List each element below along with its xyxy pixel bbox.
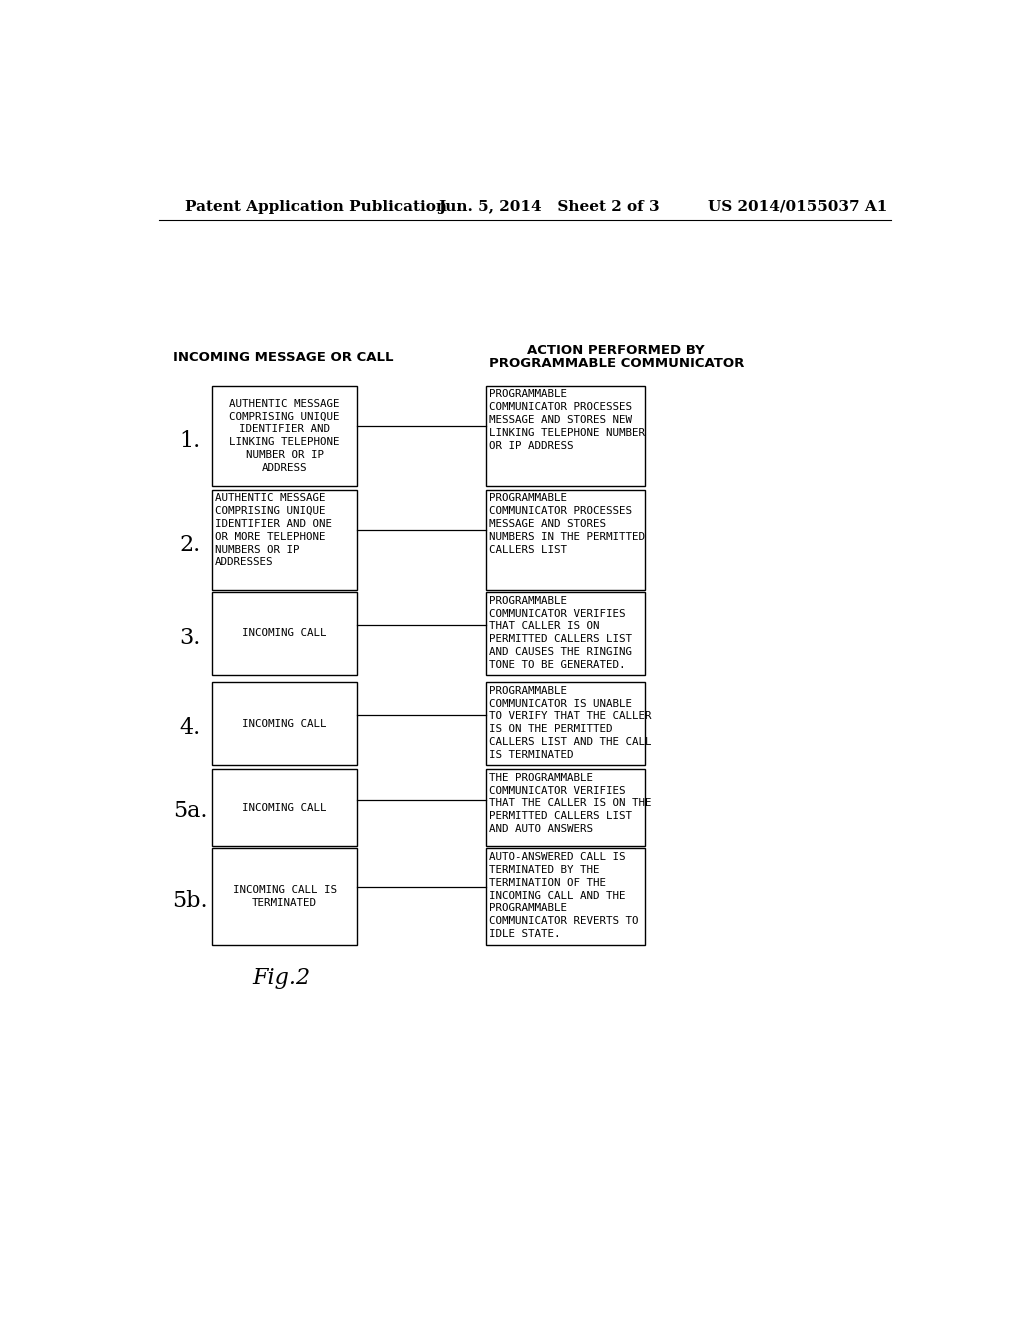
Text: PROGRAMMABLE COMMUNICATOR: PROGRAMMABLE COMMUNICATOR (488, 356, 744, 370)
Text: 1.: 1. (179, 429, 201, 451)
Text: US 2014/0155037 A1: US 2014/0155037 A1 (708, 199, 887, 214)
Text: 2.: 2. (179, 533, 201, 556)
Bar (486, 591, 645, 675)
Text: PROGRAMMABLE
COMMUNICATOR VERIFIES
THAT CALLER IS ON
PERMITTED CALLERS LIST
AND : PROGRAMMABLE COMMUNICATOR VERIFIES THAT … (489, 595, 632, 669)
Bar (486, 682, 645, 766)
Bar (486, 770, 645, 846)
Text: 5b.: 5b. (172, 890, 208, 912)
Text: ACTION PERFORMED BY: ACTION PERFORMED BY (527, 345, 706, 358)
Text: 4.: 4. (179, 717, 201, 739)
Bar (212, 490, 357, 590)
Text: PROGRAMMABLE
COMMUNICATOR PROCESSES
MESSAGE AND STORES
NUMBERS IN THE PERMITTED
: PROGRAMMABLE COMMUNICATOR PROCESSES MESS… (489, 494, 645, 554)
Text: PROGRAMMABLE
COMMUNICATOR PROCESSES
MESSAGE AND STORES NEW
LINKING TELEPHONE NUM: PROGRAMMABLE COMMUNICATOR PROCESSES MESS… (489, 389, 645, 450)
Text: AUTO-ANSWERED CALL IS
TERMINATED BY THE
TERMINATION OF THE
INCOMING CALL AND THE: AUTO-ANSWERED CALL IS TERMINATED BY THE … (489, 853, 639, 939)
Text: INCOMING CALL: INCOMING CALL (243, 803, 327, 813)
Bar (486, 849, 645, 945)
Text: AUTHENTIC MESSAGE
COMPRISING UNIQUE
IDENTIFIER AND ONE
OR MORE TELEPHONE
NUMBERS: AUTHENTIC MESSAGE COMPRISING UNIQUE IDEN… (215, 494, 332, 568)
Text: Fig.2: Fig.2 (252, 968, 310, 990)
Text: THE PROGRAMMABLE
COMMUNICATOR VERIFIES
THAT THE CALLER IS ON THE
PERMITTED CALLE: THE PROGRAMMABLE COMMUNICATOR VERIFIES T… (489, 774, 651, 834)
Text: PROGRAMMABLE
COMMUNICATOR IS UNABLE
TO VERIFY THAT THE CALLER
IS ON THE PERMITTE: PROGRAMMABLE COMMUNICATOR IS UNABLE TO V… (489, 686, 651, 760)
Text: INCOMING CALL: INCOMING CALL (243, 718, 327, 729)
Text: 5a.: 5a. (173, 800, 207, 822)
Text: INCOMING MESSAGE OR CALL: INCOMING MESSAGE OR CALL (173, 351, 393, 363)
Text: Patent Application Publication: Patent Application Publication (184, 199, 446, 214)
Bar (212, 849, 357, 945)
Bar (486, 385, 645, 486)
Text: INCOMING CALL: INCOMING CALL (243, 628, 327, 639)
Bar (212, 591, 357, 675)
Bar (212, 682, 357, 766)
Text: Jun. 5, 2014   Sheet 2 of 3: Jun. 5, 2014 Sheet 2 of 3 (438, 199, 659, 214)
Text: 3.: 3. (179, 627, 201, 648)
Bar (212, 770, 357, 846)
Bar (212, 385, 357, 486)
Text: AUTHENTIC MESSAGE
COMPRISING UNIQUE
IDENTIFIER AND
LINKING TELEPHONE
NUMBER OR I: AUTHENTIC MESSAGE COMPRISING UNIQUE IDEN… (229, 399, 340, 473)
Bar (486, 490, 645, 590)
Text: INCOMING CALL IS
TERMINATED: INCOMING CALL IS TERMINATED (232, 884, 337, 908)
